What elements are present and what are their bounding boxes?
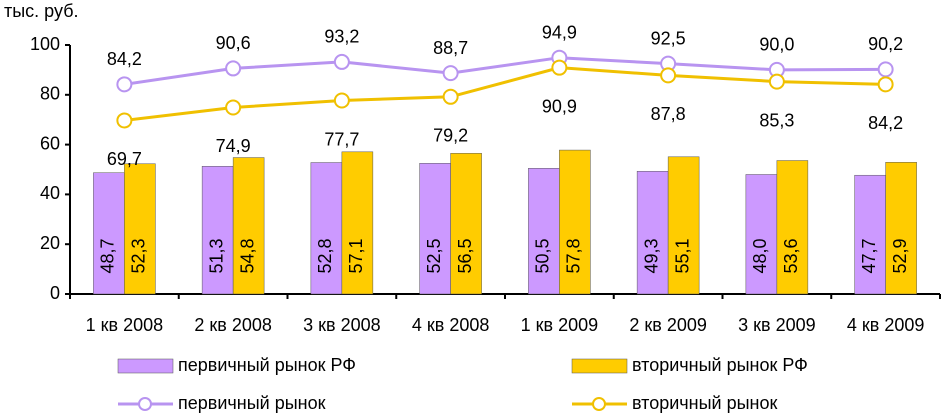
bar [528,168,560,295]
x-tick-label: 2 кв 2008 [194,315,272,335]
legend-label: первичный рынок РФ [178,355,356,375]
bar [885,162,917,295]
line-marker [768,73,785,90]
legend-label: вторичный рынок [632,393,777,413]
bar [745,174,778,295]
bar-value-label: 52,9 [890,238,910,273]
x-tick-label: 1 кв 2008 [86,315,164,335]
line-marker [551,59,568,76]
line-value-label: 79,2 [433,126,468,146]
bar-value-label: 56,5 [455,238,475,273]
line-value-label: 77,7 [324,129,359,149]
bar-value-label: 50,5 [533,238,553,273]
legend-swatch [571,358,628,374]
y-tick-label: 80 [40,84,60,104]
bar [559,149,591,295]
bar-value-label: 47,7 [859,238,879,273]
bar [776,160,809,295]
line-value-label: 74,9 [216,136,251,156]
bar-value-label: 49,3 [641,238,661,273]
bar-value-label: 52,3 [129,238,149,273]
line-marker [442,65,459,82]
x-tick-label: 3 кв 2009 [738,315,816,335]
x-tick-label: 2 кв 2009 [629,315,707,335]
line-marker [225,60,242,77]
x-tick-label: 1 кв 2009 [521,315,599,335]
line-marker [660,67,677,84]
line-marker [333,92,350,109]
bar [310,162,343,295]
bar [667,156,700,295]
line-value-label: 90,2 [868,34,903,54]
line-marker [442,88,459,105]
line-value-label: 94,9 [542,22,577,42]
bar [201,166,234,295]
line-value-label: 90,9 [542,96,577,116]
bar [232,157,265,295]
bar [419,163,451,295]
line [124,56,886,86]
line-marker [333,53,350,70]
line-value-label: 88,7 [433,38,468,58]
line-marker [225,99,242,116]
bar-value-label: 57,1 [346,238,366,273]
y-tick-label: 100 [30,34,60,54]
y-axis-label: тыс. руб. [4,1,79,21]
legend-marker [138,397,152,411]
bar-value-label: 52,5 [424,238,444,273]
line-value-label: 87,8 [651,104,686,124]
line-marker [116,112,133,129]
y-tick-label: 20 [40,233,60,253]
bar-value-label: 55,1 [672,238,692,273]
line-value-label: 92,5 [651,28,686,48]
line-value-label: 85,3 [759,110,794,130]
line-value-label: 84,2 [107,49,142,69]
bar [636,170,669,295]
legend-label: первичный рынок [178,393,326,413]
legend-marker [592,397,606,411]
bar-value-label: 54,8 [237,238,257,273]
line-value-label: 93,2 [324,27,359,47]
y-tick-label: 0 [50,283,60,303]
line [124,66,886,122]
line-value-label: 90,6 [216,33,251,53]
bar [341,151,374,295]
line-value-label: 90,0 [759,35,794,55]
line-value-label: 69,7 [107,149,142,169]
line-value-label: 84,2 [868,113,903,133]
x-tick-label: 4 кв 2008 [412,315,490,335]
y-tick-label: 40 [40,183,60,203]
bar [854,174,886,295]
line-marker [116,76,133,93]
legend-swatch [117,358,174,374]
x-tick-label: 3 кв 2008 [303,315,381,335]
legend-label: вторичный рынок РФ [632,355,808,375]
x-tick-label: 4 кв 2009 [847,315,925,335]
bar-value-label: 48,0 [750,238,770,273]
bar [93,172,125,295]
bar-value-label: 53,6 [781,238,801,273]
bar-value-label: 51,3 [206,238,226,273]
line-marker [877,76,894,93]
bar-value-label: 52,8 [315,238,335,273]
bar [124,163,156,295]
y-tick-label: 60 [40,133,60,153]
line-marker [877,61,894,78]
bar-value-label: 48,7 [98,238,118,273]
bar-value-label: 57,8 [564,238,584,273]
bar [450,153,482,295]
